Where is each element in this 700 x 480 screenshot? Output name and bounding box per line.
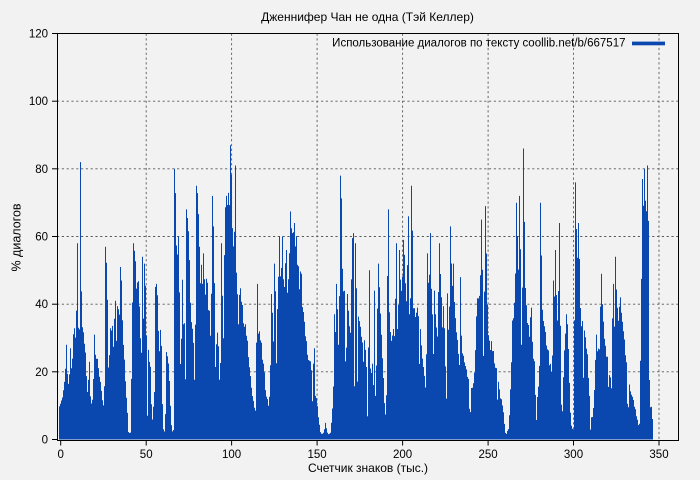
svg-text:0: 0 (42, 435, 48, 447)
svg-text:50: 50 (140, 449, 153, 461)
svg-text:250: 250 (479, 449, 498, 461)
svg-text:80: 80 (35, 164, 48, 176)
svg-text:60: 60 (35, 232, 48, 244)
svg-text:100: 100 (29, 96, 48, 108)
svg-text:0: 0 (57, 449, 63, 461)
svg-text:Дженнифер Чан не одна (Тэй Кел: Дженнифер Чан не одна (Тэй Келлер) (261, 10, 474, 24)
svg-text:300: 300 (564, 449, 583, 461)
svg-text:40: 40 (35, 299, 48, 311)
svg-text:150: 150 (308, 449, 327, 461)
svg-text:100: 100 (222, 449, 241, 461)
svg-text:Счетчик знаков (тыс.): Счетчик знаков (тыс.) (308, 461, 428, 475)
svg-text:Использование диалогов по текс: Использование диалогов по тексту coollib… (332, 38, 625, 50)
svg-text:350: 350 (649, 449, 668, 461)
svg-text:200: 200 (393, 449, 412, 461)
svg-text:20: 20 (35, 367, 48, 379)
svg-text:120: 120 (29, 29, 48, 41)
svg-text:% диалогов: % диалогов (10, 203, 24, 271)
